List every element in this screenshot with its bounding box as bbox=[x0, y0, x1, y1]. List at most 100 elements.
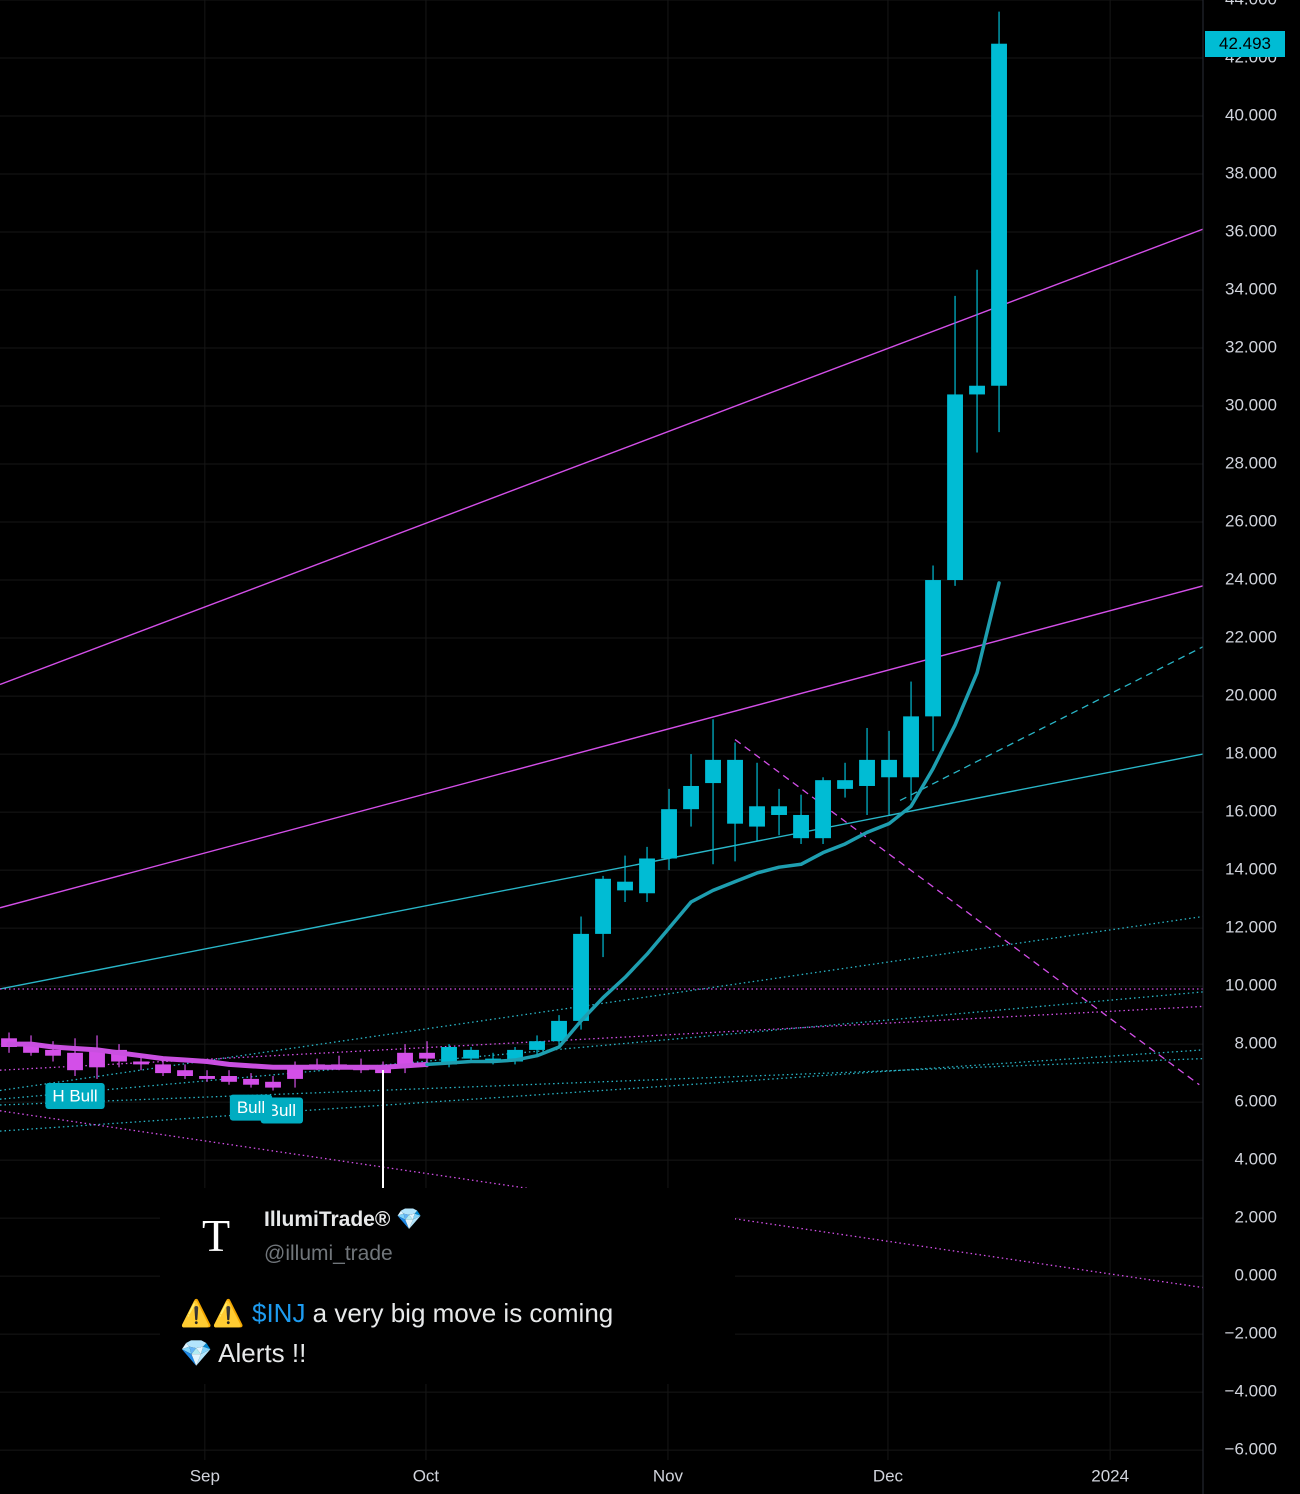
tweet-line: 💎 Alerts !! bbox=[180, 1338, 307, 1368]
y-tick-label: 12.000 bbox=[1225, 918, 1277, 937]
trend-line bbox=[0, 915, 1203, 1092]
tweet-text: a very big move is coming bbox=[305, 1298, 614, 1328]
candle-body bbox=[661, 809, 677, 859]
candle-body bbox=[529, 1041, 545, 1050]
tweet-text: ⚠️⚠️ bbox=[180, 1298, 252, 1328]
candle-body bbox=[683, 785, 699, 810]
candle-body bbox=[507, 1049, 523, 1062]
last-price-label: 42.493 bbox=[1205, 30, 1285, 57]
candle-body bbox=[947, 394, 963, 581]
y-tick-label: 6.000 bbox=[1234, 1092, 1277, 1111]
trend-line bbox=[0, 585, 1203, 909]
candle-body bbox=[265, 1081, 281, 1088]
tweet-author: IllumiTrade® 💎 bbox=[264, 1208, 422, 1232]
y-tick-label: 2.000 bbox=[1234, 1208, 1277, 1227]
y-tick-label: 30.000 bbox=[1225, 396, 1277, 415]
signal-box bbox=[229, 1094, 273, 1121]
signal-label: Bull bbox=[229, 1094, 273, 1121]
trend-line bbox=[0, 1057, 1203, 1106]
candle-body bbox=[155, 1064, 171, 1074]
trend-line bbox=[0, 228, 1203, 686]
candle-body bbox=[771, 806, 787, 815]
candle-body bbox=[837, 780, 853, 789]
candle-body bbox=[243, 1078, 259, 1085]
trend-line bbox=[0, 1049, 1203, 1132]
trend-line bbox=[0, 991, 1203, 1100]
cashtag: $INJ bbox=[251, 1298, 306, 1328]
candle-body bbox=[89, 1049, 105, 1068]
y-tick-label: −6.000 bbox=[1225, 1440, 1277, 1459]
y-tick-label: 44.000 bbox=[1225, 0, 1277, 8]
y-tick-label: 32.000 bbox=[1225, 338, 1277, 357]
y-tick-label: 20.000 bbox=[1225, 686, 1277, 705]
y-tick-label: −4.000 bbox=[1225, 1382, 1277, 1401]
candle-body bbox=[881, 759, 897, 778]
signal-text: Bull bbox=[237, 1098, 265, 1117]
candle-body bbox=[903, 716, 919, 778]
candle-body bbox=[287, 1067, 303, 1079]
author-name: IllumiTrade® bbox=[264, 1208, 391, 1231]
candle-body bbox=[793, 814, 809, 839]
candle-body bbox=[45, 1049, 61, 1056]
candle-body bbox=[133, 1061, 149, 1065]
candle-body bbox=[749, 806, 765, 827]
candle-body bbox=[419, 1052, 435, 1059]
candle-body bbox=[67, 1052, 83, 1071]
y-tick-label: 0.000 bbox=[1234, 1266, 1277, 1285]
trend-line bbox=[899, 646, 1203, 802]
tweet-handle: @illumi_trade bbox=[264, 1242, 393, 1265]
candle-body bbox=[573, 933, 589, 1021]
signal-label: H Bull bbox=[45, 1083, 105, 1110]
candle-body bbox=[199, 1076, 215, 1079]
y-tick-label: 34.000 bbox=[1225, 280, 1277, 299]
tweet-logo: T bbox=[188, 1208, 244, 1264]
y-tick-label: 18.000 bbox=[1225, 744, 1277, 763]
y-tick-label: 38.000 bbox=[1225, 164, 1277, 183]
candle-body bbox=[639, 858, 655, 894]
x-tick-label: 2024 bbox=[1091, 1466, 1129, 1485]
y-tick-label: 28.000 bbox=[1225, 454, 1277, 473]
x-tick-label: Sep bbox=[190, 1466, 220, 1485]
y-tick-label: 36.000 bbox=[1225, 222, 1277, 241]
candle-body bbox=[617, 881, 633, 891]
candle-body bbox=[441, 1047, 457, 1065]
candle-body bbox=[859, 759, 875, 786]
y-tick-label: 8.000 bbox=[1234, 1034, 1277, 1053]
candle-body bbox=[463, 1049, 479, 1059]
y-tick-label: 14.000 bbox=[1225, 860, 1277, 879]
candle-body bbox=[23, 1044, 39, 1053]
candle-body bbox=[991, 43, 1007, 386]
author-badge: 💎 bbox=[396, 1208, 423, 1231]
candle-body bbox=[111, 1049, 127, 1062]
signal-box bbox=[45, 1083, 105, 1110]
candle-body bbox=[551, 1020, 567, 1042]
tweet-line: ⚠️⚠️ $INJ a very big move is coming bbox=[180, 1298, 613, 1329]
y-tick-label: 10.000 bbox=[1225, 976, 1277, 995]
candle-body bbox=[221, 1076, 237, 1082]
candle-body bbox=[727, 759, 743, 824]
signal-text: Bull bbox=[268, 1101, 296, 1120]
moving-average bbox=[6, 1041, 430, 1070]
tweet-card: T IllumiTrade® 💎 @illumi_trade ⚠️⚠️ $INJ… bbox=[160, 1188, 735, 1384]
x-tick-label: Oct bbox=[413, 1466, 440, 1485]
y-tick-label: 26.000 bbox=[1225, 512, 1277, 531]
x-tick-label: Nov bbox=[653, 1466, 684, 1485]
x-tick-label: Dec bbox=[873, 1466, 904, 1485]
trend-line bbox=[734, 739, 1200, 1086]
candle-body bbox=[177, 1070, 193, 1077]
candle-body bbox=[595, 878, 611, 934]
y-tick-label: 24.000 bbox=[1225, 570, 1277, 589]
signal-text: H Bull bbox=[52, 1086, 97, 1105]
moving-average bbox=[425, 581, 1001, 1067]
trend-line bbox=[0, 1005, 1203, 1071]
candle-body bbox=[925, 580, 941, 717]
trend-line bbox=[0, 753, 1203, 990]
y-tick-label: 22.000 bbox=[1225, 628, 1277, 647]
grid bbox=[0, 0, 1203, 1460]
candle-body bbox=[705, 759, 721, 784]
y-tick-label: 16.000 bbox=[1225, 802, 1277, 821]
y-tick-label: −2.000 bbox=[1225, 1324, 1277, 1343]
